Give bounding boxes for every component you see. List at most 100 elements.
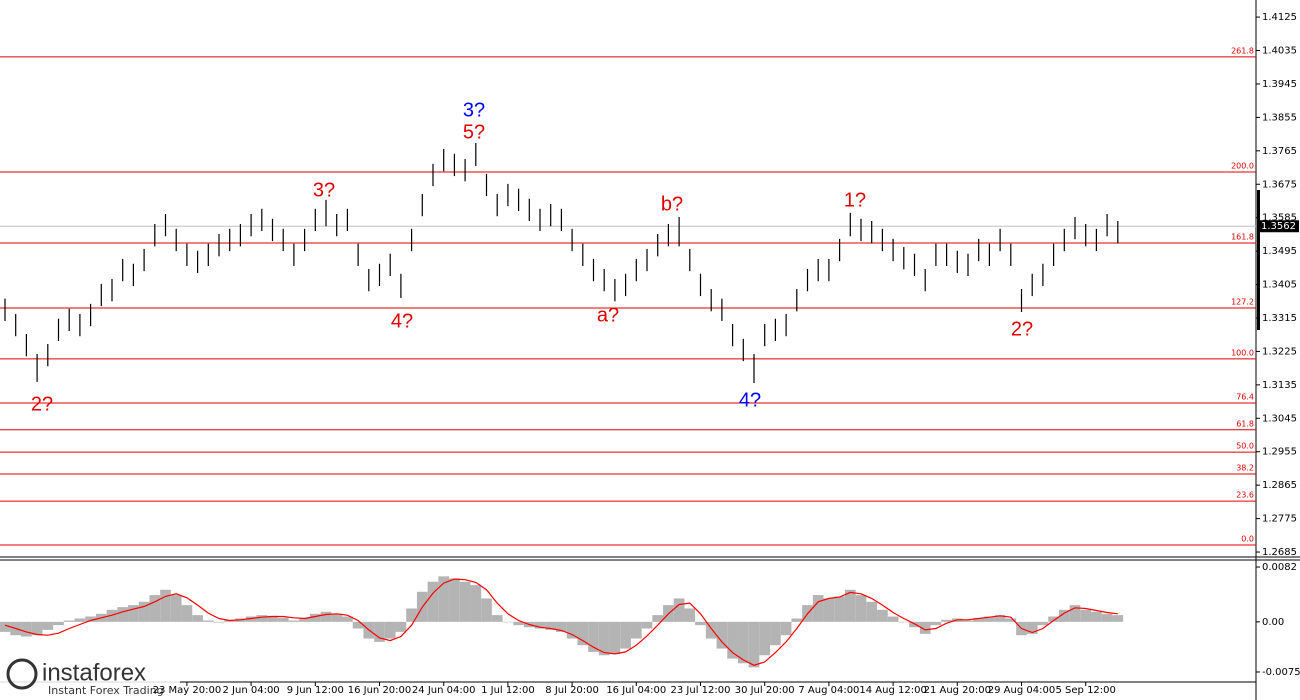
macd-histogram-bar [149, 595, 161, 622]
macd-histogram-bar [855, 595, 867, 622]
macd-histogram-bar [566, 621, 578, 639]
macd-histogram-bar [106, 609, 118, 622]
macd-histogram-bar [716, 621, 728, 649]
y-tick-label: 1.3045 [1262, 413, 1297, 424]
macd-histogram-bar [705, 621, 717, 639]
macd-histogram-bar [620, 621, 631, 649]
macd-histogram-bar [502, 621, 514, 623]
fib-level-label: 261.8 [1231, 46, 1254, 55]
macd-histogram-bar [887, 616, 899, 622]
x-tick-label: 2 Jun 04:00 [223, 685, 280, 696]
macd-histogram-bar [1091, 611, 1102, 622]
wave-label: 3? [313, 179, 335, 201]
y-tick-label: 1.3315 [1262, 313, 1297, 324]
macd-histogram-bar [42, 621, 54, 630]
macd-histogram-bar [984, 616, 995, 622]
macd-histogram-bar [245, 616, 257, 622]
logo-icon [6, 658, 38, 690]
y-tick-label: 1.3855 [1262, 112, 1297, 123]
logo-text: instaforex [42, 659, 146, 686]
macd-histogram-bar [844, 589, 856, 622]
macd-histogram-bar [791, 618, 803, 622]
macd-histogram-bar [117, 607, 129, 622]
macd-histogram-bar [491, 615, 503, 622]
y-tick-label: 1.2955 [1262, 447, 1297, 458]
y-tick-label: 1.3225 [1262, 346, 1297, 357]
macd-histogram-bar [588, 621, 599, 652]
macd-histogram-bar [577, 621, 589, 646]
macd-histogram-bar [748, 621, 760, 668]
fib-level-label: 50.0 [1236, 442, 1254, 451]
macd-histogram-bar [534, 621, 546, 629]
macd-histogram-bar [834, 596, 845, 622]
macd-histogram-bar [823, 598, 835, 622]
wave-label: 5? [463, 121, 485, 143]
macd-histogram-bar [1037, 621, 1049, 626]
macd-signal-line [4, 578, 1118, 666]
x-tick-label: 30 Jul 20:00 [735, 685, 795, 696]
fib-level-label: 61.8 [1236, 419, 1254, 428]
macd-histogram-bar [866, 601, 878, 622]
logo: instaforex Instant Forex Trading [0, 655, 180, 700]
macd-histogram-bar [63, 620, 75, 622]
macd-histogram-bar [1026, 621, 1038, 634]
last-price-label: 1.3562 [1261, 221, 1296, 232]
macd-histogram-bar [641, 621, 653, 629]
y-tick-label: 1.3675 [1262, 179, 1297, 190]
x-tick-label: 16 Jun 20:00 [348, 685, 412, 696]
logo-tagline: Instant Forex Trading [48, 684, 164, 697]
x-tick-label: 23 May 20:00 [153, 685, 222, 696]
wave-label: 3? [463, 99, 485, 121]
y-tick-label: 0.0082 [1262, 562, 1297, 573]
fib-level-label: 0.0 [1241, 534, 1254, 543]
x-tick-label: 24 Jun 04:00 [412, 685, 476, 696]
macd-histogram-bar [513, 621, 524, 626]
wave-label: 1? [844, 189, 866, 211]
macd-histogram-bar [1058, 609, 1070, 622]
macd-histogram-bar [556, 621, 567, 632]
macd-histogram-bar [695, 621, 706, 626]
fib-level-label: 23.6 [1236, 491, 1254, 500]
macd-histogram-bar [1048, 616, 1059, 622]
macd-histogram-bar [74, 618, 86, 622]
y-tick-label: 1.3585 [1262, 213, 1297, 224]
macd-histogram-bar [459, 581, 471, 622]
wave-label: 4? [739, 389, 761, 411]
macd-histogram-bar [1069, 605, 1081, 622]
wave-label: 2? [31, 393, 53, 415]
macd-histogram-bar [31, 621, 43, 636]
macd-histogram-bar [85, 616, 96, 622]
y-tick-label: 1.2775 [1262, 514, 1297, 525]
fib-level-label: 200.0 [1231, 161, 1254, 170]
macd-histogram-bar [277, 617, 289, 622]
macd-histogram-bar [288, 620, 300, 622]
y-tick-label: 1.2865 [1262, 480, 1297, 491]
macd-histogram-bar [962, 620, 974, 622]
macd-histogram-bar [192, 615, 203, 622]
wave-label: a? [597, 304, 619, 326]
macd-histogram-bar [1005, 618, 1017, 622]
macd-histogram-bar [267, 615, 278, 622]
wave-label: 4? [391, 310, 413, 332]
macd-histogram-bar [170, 595, 182, 622]
y-tick-label: 1.3945 [1262, 79, 1297, 90]
x-tick-label: 29 Aug 04:00 [988, 685, 1055, 696]
macd-histogram-bar [941, 619, 952, 622]
macd-histogram-bar [898, 621, 910, 623]
macd-histogram-bar [21, 621, 32, 637]
macd-histogram-bar [202, 620, 214, 622]
x-tick-label: 7 Aug 04:00 [798, 685, 859, 696]
macd-histogram-bar [374, 621, 385, 642]
y-tick-label: 0.00 [1262, 617, 1284, 628]
x-tick-label: 1 Jul 12:00 [481, 685, 535, 696]
x-tick-label: 9 Jun 12:00 [287, 685, 344, 696]
macd-histogram-bar [727, 621, 738, 659]
macd-histogram-bar [994, 615, 1006, 622]
y-tick-label: 1.3495 [1262, 246, 1297, 257]
last-price-box [1257, 220, 1299, 233]
fib-level-label: 76.4 [1236, 393, 1254, 402]
x-tick-label: 14 Aug 12:00 [859, 685, 926, 696]
price-scale-marker [1257, 190, 1260, 330]
y-tick-label: 1.3135 [1262, 380, 1297, 391]
